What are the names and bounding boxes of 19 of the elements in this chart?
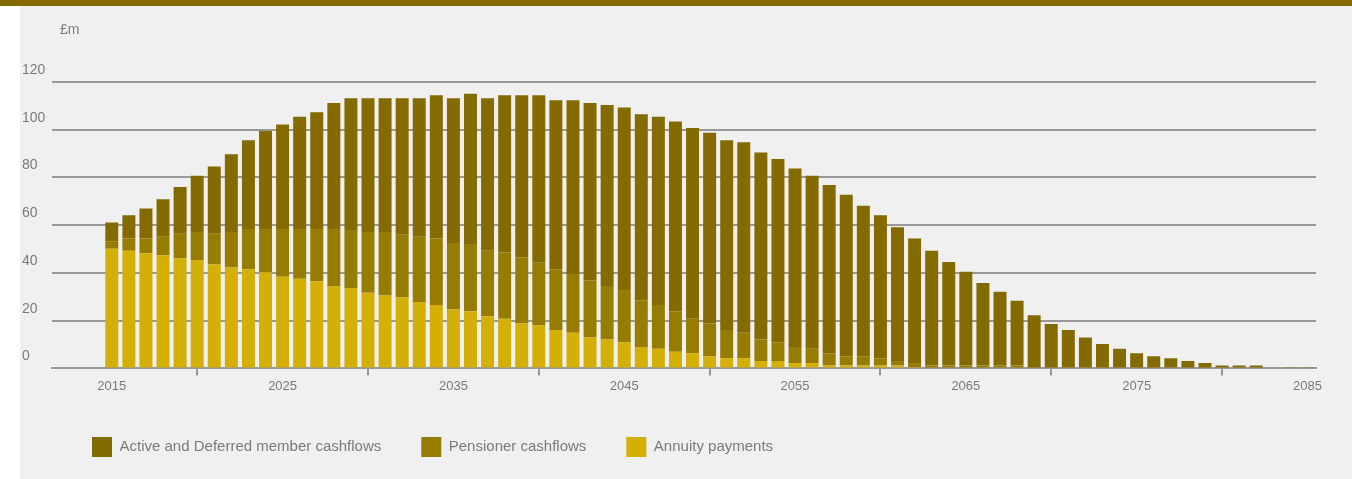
x-tick-label: 2025 bbox=[268, 377, 298, 393]
legend-label: Pensioner cashflows bbox=[448, 437, 587, 455]
y-tick-label: 0 bbox=[22, 347, 30, 364]
x-tick-label: 2015 bbox=[97, 377, 127, 393]
x-tick-label: 2055 bbox=[780, 377, 810, 393]
x-tick-label: 2065 bbox=[951, 377, 981, 393]
x-tick-label: 2035 bbox=[438, 377, 468, 393]
x-tick-label: 2045 bbox=[609, 377, 639, 393]
y-axis-title: £m bbox=[60, 21, 80, 37]
x-tick-label: 2085 bbox=[1293, 377, 1322, 393]
x-tick-label: 2075 bbox=[1122, 377, 1152, 393]
y-tick-label: 60 bbox=[22, 204, 38, 221]
y-tick-label: 120 bbox=[22, 60, 46, 77]
y-tick-label: 100 bbox=[22, 108, 46, 125]
legend-label: Active and Deferred member cashflows bbox=[119, 437, 382, 455]
y-tick-label: 40 bbox=[22, 251, 38, 268]
y-tick-label: 80 bbox=[22, 156, 38, 173]
y-tick-label: 20 bbox=[22, 299, 38, 316]
legend-label: Annuity payments bbox=[653, 437, 774, 455]
